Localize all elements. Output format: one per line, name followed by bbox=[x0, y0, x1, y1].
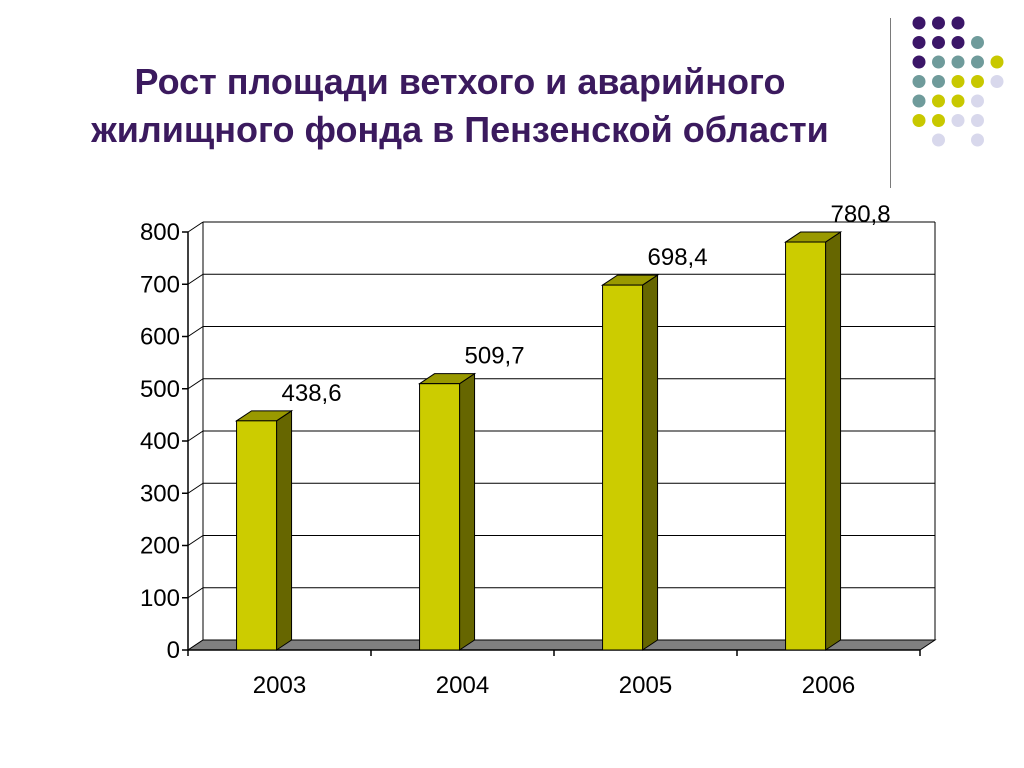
side-wall-connector bbox=[187, 482, 204, 494]
side-wall-connector bbox=[187, 430, 204, 442]
slide-title: Рост площади ветхого и аварийного жилищн… bbox=[40, 58, 880, 154]
side-wall-connector bbox=[187, 273, 204, 285]
y-tick-label: 300 bbox=[140, 480, 180, 507]
bar bbox=[602, 284, 644, 651]
bar-side bbox=[459, 372, 476, 651]
x-tick-label: 2004 bbox=[436, 672, 489, 699]
title-line-1: Рост площади ветхого и аварийного bbox=[134, 61, 786, 102]
y-tick-label: 100 bbox=[140, 585, 180, 612]
decorative-divider bbox=[890, 18, 891, 188]
side-wall-connector bbox=[187, 587, 204, 599]
bar bbox=[785, 241, 827, 651]
y-tick-label: 600 bbox=[140, 324, 180, 351]
bar bbox=[419, 383, 461, 651]
bar-side bbox=[642, 274, 659, 651]
title-line-2: жилищного фонда в Пензенской области bbox=[91, 109, 829, 150]
bar-side bbox=[825, 231, 842, 651]
y-tick-label: 800 bbox=[140, 219, 180, 246]
data-label: 698,4 bbox=[648, 244, 708, 271]
x-tick-label: 2006 bbox=[802, 672, 855, 699]
data-label: 780,8 bbox=[831, 201, 891, 228]
y-tick-label: 400 bbox=[140, 428, 180, 455]
x-tick-label: 2003 bbox=[253, 672, 306, 699]
data-label: 438,6 bbox=[282, 380, 342, 407]
x-tick-label: 2005 bbox=[619, 672, 672, 699]
side-wall-connector bbox=[187, 221, 204, 233]
side-wall-connector bbox=[187, 535, 204, 546]
y-tick-label: 700 bbox=[140, 271, 180, 298]
bar-side bbox=[276, 409, 293, 651]
y-tick-label: 500 bbox=[140, 376, 180, 403]
side-wall-connector bbox=[187, 378, 204, 390]
y-tick-label: 0 bbox=[167, 637, 180, 664]
data-label: 509,7 bbox=[465, 343, 525, 370]
y-tick-label: 200 bbox=[140, 533, 180, 560]
side-wall-connector bbox=[187, 326, 204, 337]
bar bbox=[236, 420, 278, 651]
